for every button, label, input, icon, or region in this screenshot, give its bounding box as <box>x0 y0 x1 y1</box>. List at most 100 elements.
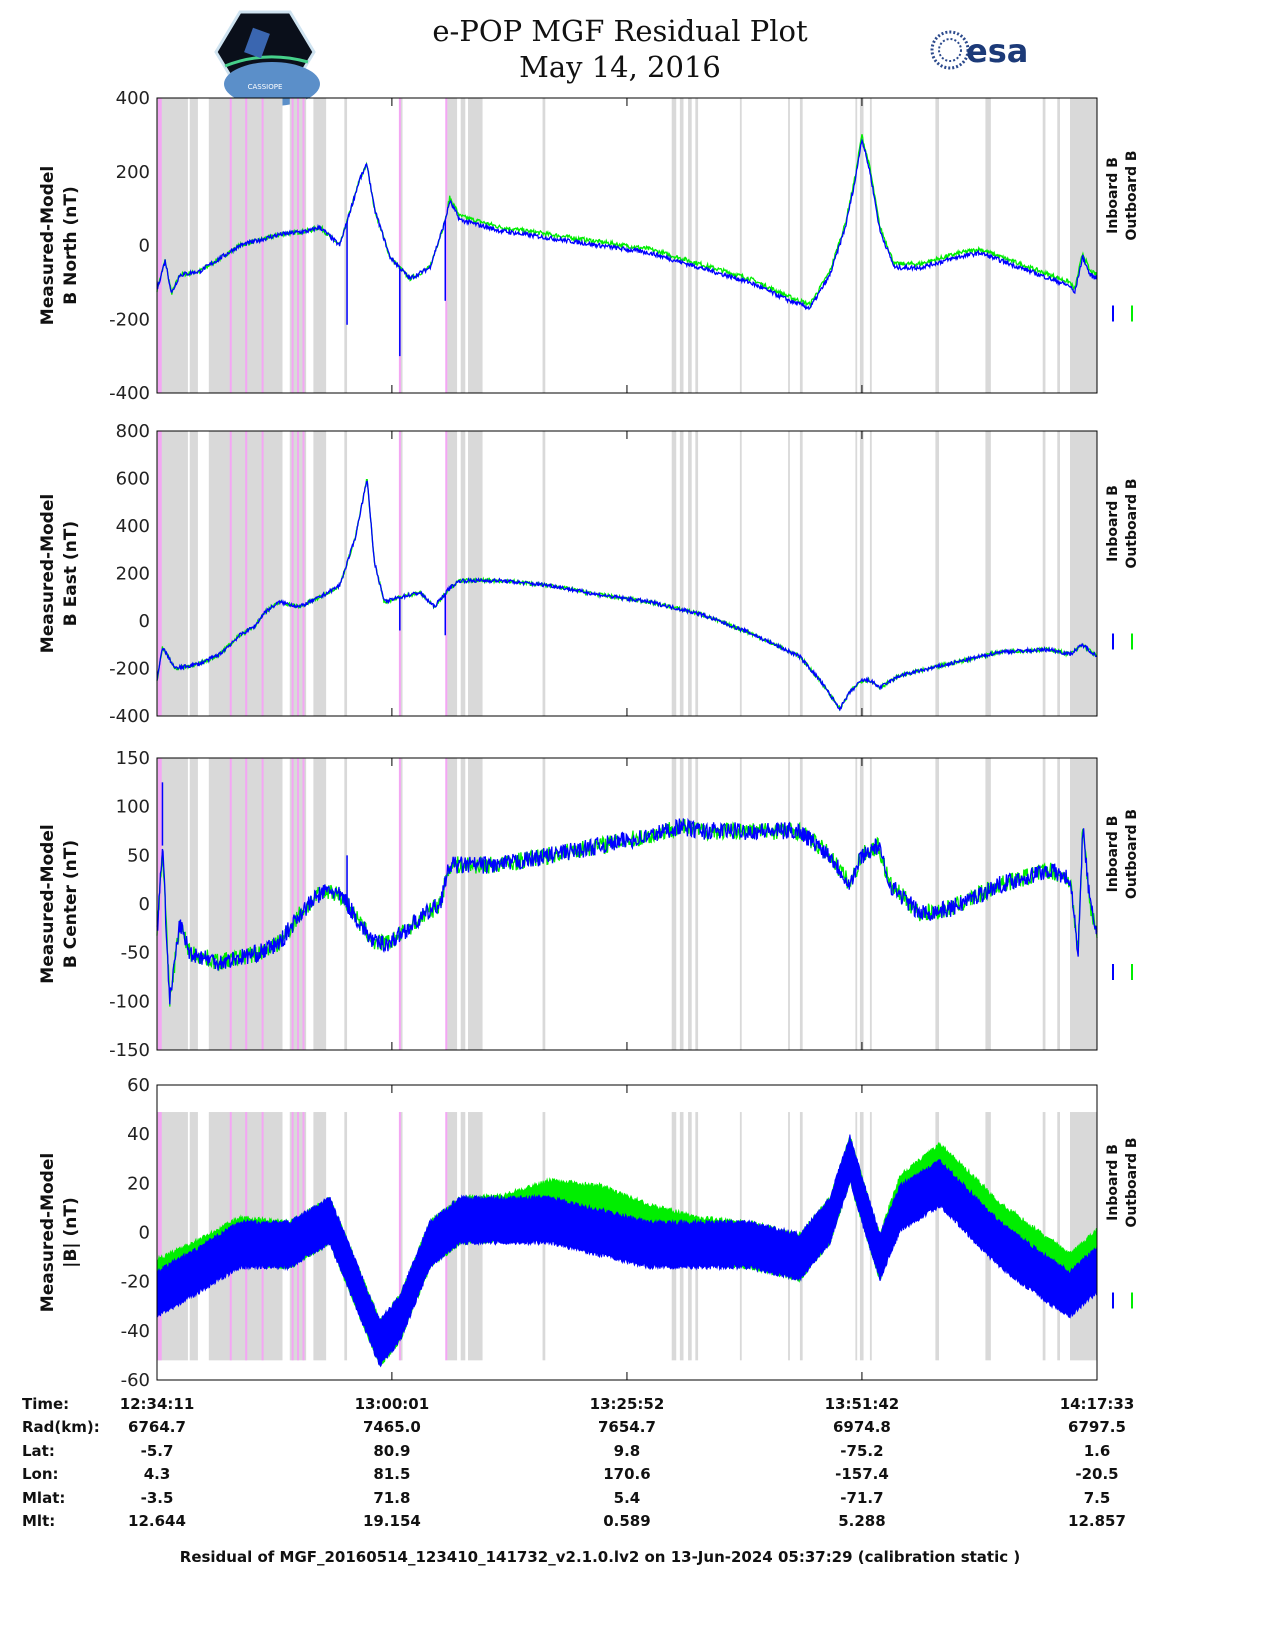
y-tick-label: -400 <box>109 706 150 727</box>
data-gap-shade <box>189 758 198 1050</box>
table-cell: 12:34:11 <box>120 1395 195 1413</box>
data-gap-shade <box>855 431 858 716</box>
data-gap-shade <box>344 98 348 393</box>
data-gap-shade <box>542 758 546 1050</box>
data-gap-shade <box>859 1112 864 1361</box>
table-cell: 12.857 <box>1068 1512 1126 1530</box>
y-tick-label: 400 <box>116 88 150 109</box>
panel-1: -400 -200 0 200 400 Measured-Model B North (nT… <box>38 88 1140 404</box>
data-gap-shade <box>313 98 327 393</box>
footer-caption: Residual of MGF_20160514_123410_141732_v… <box>180 1548 1020 1566</box>
y-tick-label: -60 <box>121 1370 150 1391</box>
flag-line <box>445 98 448 393</box>
table-cell: 0.589 <box>603 1512 650 1530</box>
y-tick-label: 0 <box>139 611 150 632</box>
data-gap-shade <box>869 98 872 393</box>
data-gap-shade <box>671 758 677 1050</box>
data-gap-shade <box>695 758 699 1050</box>
table-cell: 170.6 <box>603 1465 650 1483</box>
data-gap-shade <box>460 758 466 1050</box>
table-row-label: Lon: <box>22 1465 59 1483</box>
data-gap-shade <box>985 758 991 1050</box>
data-gap-shade <box>935 1112 940 1361</box>
data-gap-shade <box>671 98 677 393</box>
table-cell: 6764.7 <box>128 1418 186 1436</box>
y-tick-label: 40 <box>127 1124 150 1145</box>
inboard-b-line <box>156 480 1098 711</box>
data-gap-shade <box>399 758 403 1050</box>
flag-line <box>398 98 401 393</box>
y-tick-label: -100 <box>109 991 150 1012</box>
y-axis-label: Measured-Model <box>38 1153 58 1312</box>
data-gap-shade <box>788 98 790 393</box>
data-gap-shade <box>344 431 348 716</box>
cassiope-logo-text: CASSIOPE <box>248 83 283 91</box>
data-gap-shade <box>399 1112 403 1361</box>
flag-line <box>229 758 232 1050</box>
data-gap-shade <box>1057 431 1060 716</box>
data-gap-shade <box>799 431 803 716</box>
table-cell: -3.5 <box>141 1489 174 1507</box>
legend-inboard-label: Inboard B <box>1105 485 1121 562</box>
y-tick-label: -40 <box>121 1321 150 1342</box>
data-gap-shade <box>935 98 940 393</box>
flag-line <box>261 98 264 393</box>
y-axis-label: B North (nT) <box>61 186 81 305</box>
table-row-label: Mlat: <box>22 1489 65 1507</box>
y-tick-label: 0 <box>139 894 150 915</box>
table-cell: 13:00:01 <box>355 1395 430 1413</box>
y-tick-label: 600 <box>116 469 150 490</box>
y-tick-label: -50 <box>121 943 150 964</box>
y-tick-label: 200 <box>116 162 150 183</box>
flag-line <box>398 1112 401 1361</box>
legend-outboard-label: Outboard B <box>1124 150 1140 240</box>
flag-line <box>445 758 448 1050</box>
data-gap-shade <box>985 98 991 393</box>
data-gap-shade <box>1069 758 1098 1050</box>
data-gap-shade <box>447 98 458 393</box>
panel-4: -60 -40 -20 0 20 40 60 Measured-Model |B| (nT) In… <box>38 1075 1140 1391</box>
flag-line <box>291 758 294 1050</box>
y-tick-label: 20 <box>127 1173 150 1194</box>
chart-title: e-POP MGF Residual Plot <box>432 14 808 48</box>
flag-line <box>398 431 401 716</box>
table-cell: -157.4 <box>835 1465 889 1483</box>
y-tick-label: 60 <box>127 1075 150 1096</box>
y-tick-label: 150 <box>116 748 150 769</box>
legend-outboard-label: Outboard B <box>1124 809 1140 899</box>
y-tick-label: 200 <box>116 564 150 585</box>
y-tick-label: -400 <box>109 383 150 404</box>
data-gap-shade <box>695 431 699 716</box>
flag-line <box>302 431 305 716</box>
table-cell: 6797.5 <box>1068 1418 1126 1436</box>
data-gap-shade <box>399 98 403 393</box>
flag-line <box>245 758 248 1050</box>
data-gap-shade <box>739 758 742 1050</box>
table-cell: -20.5 <box>1075 1465 1118 1483</box>
data-gap-shade <box>399 431 403 716</box>
data-gap-shade <box>679 431 684 716</box>
data-gap-shade <box>935 758 940 1050</box>
flag-line <box>297 98 300 393</box>
data-gap-shade <box>859 98 864 393</box>
table-row-label: Lat: <box>22 1442 55 1460</box>
flag-line <box>159 98 162 393</box>
y-tick-label: 100 <box>116 797 150 818</box>
table-cell: -71.7 <box>840 1489 883 1507</box>
flag-line <box>157 98 160 393</box>
flag-line <box>291 98 294 393</box>
data-gap-shade <box>688 758 692 1050</box>
data-gap-shade <box>1042 758 1046 1050</box>
data-gap-shade <box>542 431 546 716</box>
table-cell: 7.5 <box>1084 1489 1111 1507</box>
data-gap-shade <box>859 758 864 1050</box>
data-gap-shade <box>739 98 742 393</box>
y-axis-label: |B| (nT) <box>61 1197 81 1268</box>
flag-line <box>157 431 160 716</box>
inboard-b-line <box>156 817 1098 1005</box>
y-tick-label: 800 <box>116 421 150 442</box>
y-tick-label: -200 <box>109 659 150 680</box>
flag-line <box>302 758 305 1050</box>
data-gap-shade <box>869 758 872 1050</box>
